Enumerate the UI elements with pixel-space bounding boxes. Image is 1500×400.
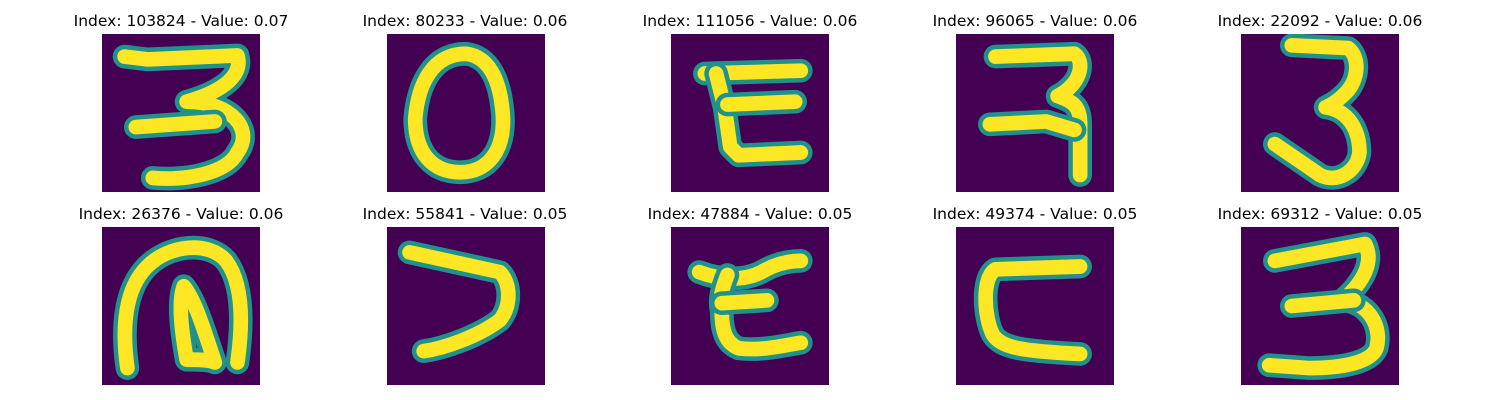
panel-title: Index: 55841 - Value: 0.05 <box>362 205 568 223</box>
panel-title: Index: 47884 - Value: 0.05 <box>647 205 853 223</box>
panel-title: Index: 26376 - Value: 0.06 <box>78 205 284 223</box>
panel-title: Index: 80233 - Value: 0.06 <box>362 12 568 30</box>
panel-title: Index: 22092 - Value: 0.06 <box>1217 12 1423 30</box>
panel-title: Index: 69312 - Value: 0.05 <box>1217 205 1423 223</box>
panel-title: Index: 49374 - Value: 0.05 <box>932 205 1138 223</box>
glyph-image <box>956 227 1114 385</box>
glyph-image <box>671 227 829 385</box>
panel-title: Index: 103824 - Value: 0.07 <box>73 12 289 30</box>
glyph-image <box>387 34 545 192</box>
glyph-image <box>102 34 260 192</box>
glyph-image <box>1241 227 1399 385</box>
glyph-image <box>671 34 829 192</box>
glyph-image <box>387 227 545 385</box>
panel-title: Index: 96065 - Value: 0.06 <box>932 12 1138 30</box>
glyph-image <box>1241 34 1399 192</box>
glyph-image <box>956 34 1114 192</box>
glyph-image <box>102 227 260 385</box>
panel-title: Index: 111056 - Value: 0.06 <box>642 12 858 30</box>
